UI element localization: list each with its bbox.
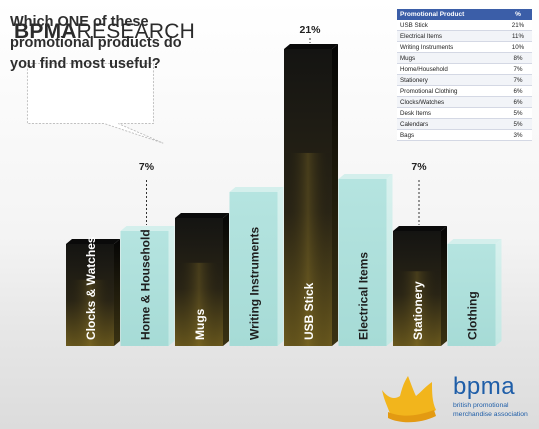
bar-side — [495, 239, 502, 346]
table-cell-product: Desk Items — [397, 107, 504, 119]
bar-side — [223, 213, 229, 346]
question-text: Which ONE of these promotional products … — [10, 14, 182, 72]
bar-side — [386, 174, 393, 346]
table-row: Promotional Clothing 6% — [397, 85, 532, 97]
category-label: Home & Household — [139, 229, 153, 340]
bar-highlight — [284, 152, 332, 346]
bar — [284, 44, 338, 346]
bar-top — [393, 226, 447, 231]
category-label: USB Stick — [302, 282, 316, 340]
brand-normal: RESEARCH — [76, 20, 195, 43]
table-row: Clocks/Watches 6% — [397, 96, 532, 108]
table-row: Calendars 5% — [397, 118, 532, 130]
table-cell-percent: 7% — [504, 63, 532, 75]
table-cell-product: Mugs — [397, 52, 504, 64]
table-cell-percent: 8% — [504, 52, 532, 64]
logo-tagline-line-2: merchandise association — [453, 411, 528, 418]
bar-highlight — [175, 262, 223, 346]
bar-front — [338, 179, 387, 346]
bar-side — [168, 226, 175, 346]
logo-tagline: british promotional merchandise associati… — [453, 401, 528, 419]
table-row: Writing Instruments 10% — [397, 41, 532, 53]
bar-top — [66, 239, 120, 244]
table-cell-percent: 5% — [504, 107, 532, 119]
bar-top — [284, 44, 338, 49]
table-header-row: Promotional Product % — [397, 9, 532, 20]
bar — [338, 174, 393, 346]
bar-front — [447, 244, 496, 346]
brand-bold: BPMA — [14, 20, 77, 43]
results-table: Promotional Product % USB Stick 21% Electr… — [397, 9, 532, 141]
bar — [229, 187, 284, 346]
table-row: Mugs 8% — [397, 52, 532, 64]
category-label: Mugs — [193, 308, 207, 340]
bpma-logo: bpma british promotional merchandise asso… — [378, 372, 538, 427]
category-label: Writing Instruments — [248, 227, 262, 340]
bar-highlight — [393, 271, 441, 346]
table-row: Electrical Items 11% — [397, 30, 532, 42]
bar — [66, 239, 120, 346]
table-header-product: Promotional Product — [397, 9, 504, 20]
table-cell-product: Bags — [397, 129, 504, 141]
bar-front — [229, 192, 278, 346]
value-label: 21% — [299, 24, 321, 36]
bar-side — [277, 187, 284, 346]
table-header-percent: % — [504, 9, 532, 20]
table-cell-percent: 5% — [504, 118, 532, 130]
logo-wordmark: bpma — [453, 373, 516, 400]
table-cell-product: Calendars — [397, 118, 504, 130]
table-cell-product: Clocks/Watches — [397, 96, 504, 108]
bar-top — [120, 226, 175, 231]
bar-front — [120, 231, 169, 346]
bar-side — [441, 226, 447, 346]
table-cell-product: Home/Household — [397, 63, 504, 75]
bar-side — [114, 239, 120, 346]
bar — [393, 226, 447, 346]
table-cell-product: Promotional Clothing — [397, 85, 504, 97]
table-cell-percent: 6% — [504, 85, 532, 97]
table-cell-percent: 7% — [504, 74, 532, 86]
crown-icon — [382, 376, 436, 423]
table-row: Bags 3% — [397, 129, 532, 141]
bar-top — [447, 239, 502, 244]
table-cell-product: Writing Instruments — [397, 41, 504, 53]
category-label: Clothing — [466, 291, 480, 340]
value-label: 7% — [411, 161, 427, 173]
category-label: Stationery — [411, 281, 425, 340]
category-label: Clocks & Watches — [84, 236, 98, 340]
bar-top — [338, 174, 393, 179]
bar-top — [175, 213, 229, 218]
table-cell-percent: 21% — [504, 20, 532, 31]
table-cell-percent: 3% — [504, 129, 532, 141]
table-cell-product: USB Stick — [397, 20, 504, 31]
bar — [120, 226, 175, 346]
bar-top — [229, 187, 284, 192]
table-row: USB Stick 21% — [397, 20, 532, 31]
bar-side — [332, 44, 338, 346]
bar — [175, 213, 229, 346]
category-label: Electrical Items — [357, 252, 371, 340]
table-cell-product: Electrical Items — [397, 30, 504, 42]
table-cell-percent: 11% — [504, 30, 532, 42]
logo-tagline-line-1: british promotional — [453, 402, 509, 409]
bar-highlight — [66, 279, 114, 346]
table-cell-percent: 6% — [504, 96, 532, 108]
value-label: 7% — [139, 161, 155, 173]
table-row: Stationery 7% — [397, 74, 532, 86]
bar — [447, 239, 502, 346]
table-row: Desk Items 5% — [397, 107, 532, 119]
table-cell-percent: 10% — [504, 41, 532, 53]
brand-title: BPMARESEARCH — [14, 20, 195, 44]
table-cell-product: Stationery — [397, 74, 504, 86]
table-row: Home/Household 7% — [397, 63, 532, 75]
question-bubble — [26, 62, 164, 144]
